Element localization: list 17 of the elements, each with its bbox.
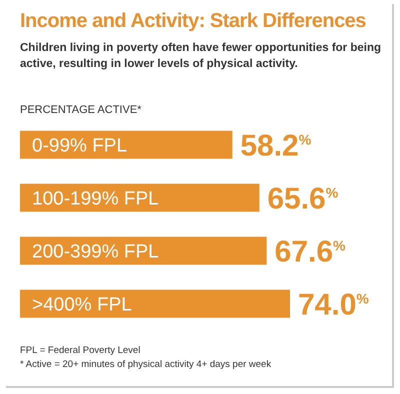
bar	[20, 290, 290, 318]
bar	[20, 184, 260, 212]
y-tick-label: 100-199% FPL	[32, 188, 159, 210]
x-axis-title: PERCENTAGE ACTIVE*	[20, 104, 142, 116]
y-tick-label: >400% FPL	[32, 294, 132, 316]
text: * Active = 20+ minutes of physical activity 4+ days per week	[20, 358, 272, 372]
chart-subtitle: Children living in poverty often have fewer opportunities for being active, resulting in lower levels of physical activity.	[20, 41, 382, 72]
y-tick-label: 200-399% FPL	[32, 242, 159, 263]
chart-title: Income and Activity: Stark Differences	[20, 10, 366, 33]
text: FPL = Federal Poverty Level	[20, 344, 142, 358]
bar	[20, 130, 232, 159]
data-label: 58.2$^{%}$	[240, 130, 312, 163]
data-label: 74.0$^{%}$	[298, 288, 370, 322]
data-label: 67.6$^{%}$	[274, 236, 346, 269]
y-tick-label: 0-99% FPL	[32, 136, 128, 157]
bar	[20, 236, 267, 265]
data-label: 65.6$^{%}$	[267, 182, 339, 216]
